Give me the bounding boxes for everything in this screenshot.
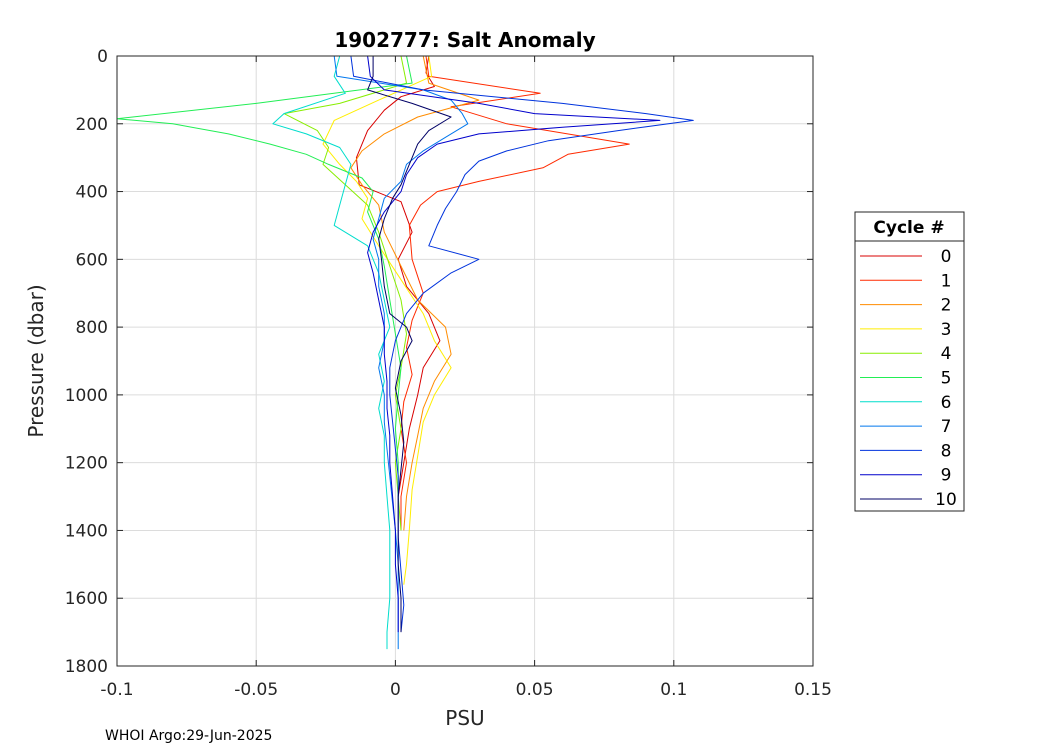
footer-credit: WHOI Argo:29-Jun-2025 [105,728,272,744]
legend: Cycle # 0 1 2 3 4 5 6 7 8 9 10 [854,211,965,512]
y-tick-label: 800 [76,318,108,338]
chart-title: 1902777: Salt Anomaly [334,28,595,52]
legend-label-cycle-9: 9 [941,466,952,486]
x-tick-label: 0.15 [794,680,832,700]
legend-label-cycle-10: 10 [935,490,957,510]
y-axis-label: Pressure (dbar) [24,284,48,437]
series-line-cycle-1 [400,55,630,531]
series-line-cycle-5 [116,55,413,497]
series-line-cycle-6 [272,55,391,650]
legend-label-cycle-3: 3 [941,320,952,340]
series-line-cycle-0 [355,55,441,497]
legend-label-cycle-6: 6 [941,393,952,413]
grid [116,55,814,667]
y-tick-label: 0 [97,47,108,67]
y-tick-label: 400 [76,183,108,203]
y-tick-label: 1400 [65,521,108,541]
series-line-cycle-8 [350,55,694,633]
legend-label-cycle-5: 5 [941,369,952,389]
axis-ticks: -0.1 -0.05 0 0.05 0.1 0.15 0 200 400 600 800 1000 12… [65,47,832,700]
series-line-cycle-9 [367,55,661,633]
legend-label-cycle-2: 2 [941,296,952,316]
legend-box [854,211,965,512]
legend-label-cycle-7: 7 [941,417,952,437]
x-tick-label: 0 [390,680,401,700]
legend-label-cycle-0: 0 [941,247,952,267]
legend-label-cycle-8: 8 [941,441,952,461]
legend-label-cycle-4: 4 [941,344,952,364]
series-line-cycle-7 [333,55,469,650]
x-tick-label: -0.1 [100,680,133,700]
legend-title: Cycle # [873,218,944,238]
y-tick-label: 1200 [65,454,108,474]
x-tick-label: 0.05 [516,680,554,700]
y-tick-label: 1800 [65,657,108,677]
y-tick-label: 600 [76,250,108,270]
legend-label-cycle-1: 1 [941,271,952,291]
series-line-cycle-10 [367,56,452,633]
series-line-cycle-2 [350,55,480,531]
y-tick-label: 200 [76,115,108,135]
x-tick-label: -0.05 [234,680,278,700]
x-tick-label: 0.1 [660,680,687,700]
x-axis-label: PSU [445,706,484,730]
y-tick-label: 1000 [65,386,108,406]
series-lines [116,55,694,650]
plot-frame [116,55,814,667]
series-line-cycle-3 [322,55,452,585]
y-tick-label: 1600 [65,589,108,609]
